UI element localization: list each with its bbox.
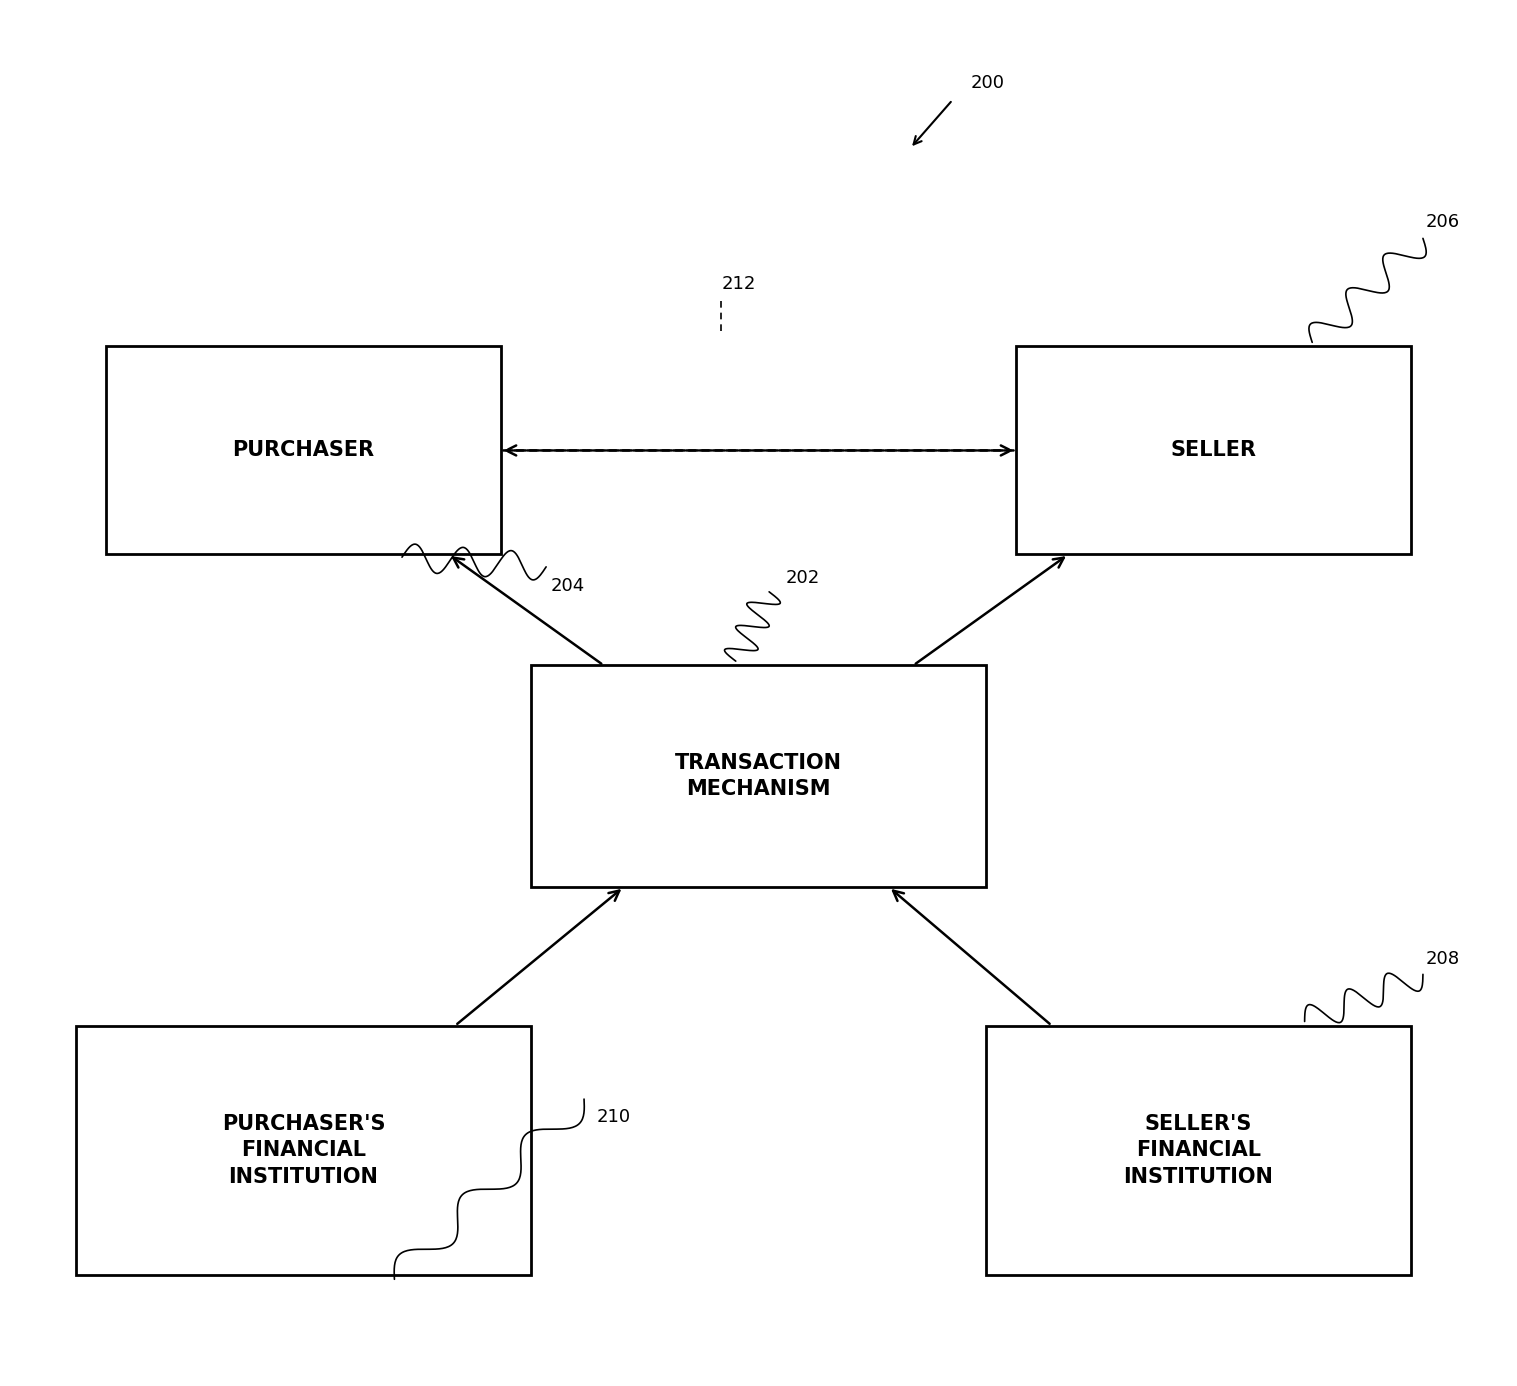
Bar xyxy=(531,665,986,887)
Text: SELLER: SELLER xyxy=(1171,441,1256,460)
Bar xyxy=(1016,346,1411,554)
Text: TRANSACTION
MECHANISM: TRANSACTION MECHANISM xyxy=(675,753,842,800)
Bar xyxy=(76,1026,531,1275)
Text: 202: 202 xyxy=(786,570,821,586)
Text: 212: 212 xyxy=(722,276,757,292)
Text: 200: 200 xyxy=(971,75,1004,91)
Text: 204: 204 xyxy=(551,578,586,595)
Text: PURCHASER'S
FINANCIAL
INSTITUTION: PURCHASER'S FINANCIAL INSTITUTION xyxy=(221,1114,385,1186)
Bar xyxy=(986,1026,1411,1275)
Text: PURCHASER: PURCHASER xyxy=(232,441,375,460)
Text: SELLER'S
FINANCIAL
INSTITUTION: SELLER'S FINANCIAL INSTITUTION xyxy=(1124,1114,1273,1186)
Text: 208: 208 xyxy=(1426,951,1459,967)
Bar xyxy=(106,346,501,554)
Text: 206: 206 xyxy=(1426,213,1459,230)
Text: 210: 210 xyxy=(596,1109,630,1125)
